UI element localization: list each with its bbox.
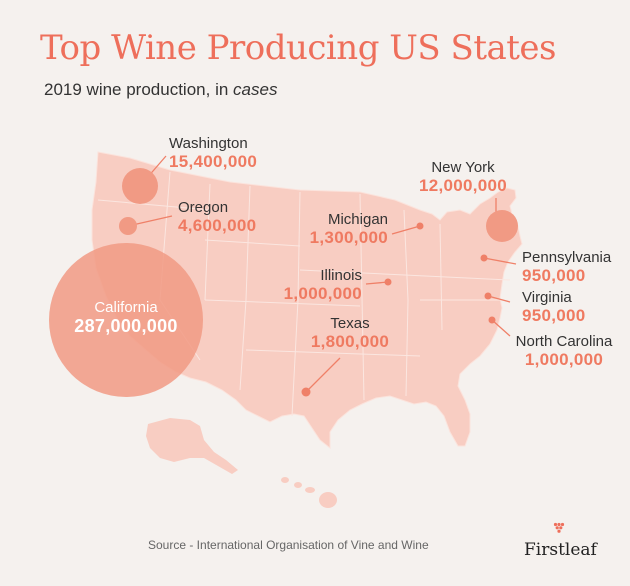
- new-york-bubble: [486, 210, 518, 242]
- page-title: Top Wine Producing US States: [40, 28, 557, 68]
- california-bubble: [49, 243, 203, 397]
- subtitle-emphasis: cases: [233, 80, 278, 99]
- grape-cluster-icon: [553, 522, 565, 533]
- oregon-bubble: [119, 217, 137, 235]
- state-name: Washington: [169, 135, 248, 152]
- us-mainland-shape: [91, 151, 523, 450]
- label-new-york: New York 12,000,000: [406, 159, 520, 195]
- brand-logo-text: Firstleaf: [524, 540, 597, 560]
- illinois-marker: [384, 278, 392, 286]
- label-oregon: Oregon 4,600,000: [178, 199, 257, 235]
- hawaii-shape: [281, 477, 337, 508]
- subtitle: 2019 wine production, in cases: [44, 80, 277, 100]
- label-california: California 287,000,000: [56, 299, 196, 336]
- label-texas: Texas 1,800,000: [296, 315, 404, 351]
- subtitle-text: 2019 wine production, in: [44, 80, 234, 99]
- state-bubbles: [49, 168, 518, 397]
- state-name: Illinois: [320, 267, 362, 284]
- label-virginia: Virginia 950,000: [522, 289, 586, 325]
- state-value: 950,000: [522, 265, 586, 285]
- label-north-carolina: North Carolina 1,000,000: [508, 333, 620, 369]
- label-michigan: Michigan 1,300,000: [286, 211, 388, 247]
- source-note: Source - International Organisation of V…: [148, 538, 429, 552]
- state-value: 15,400,000: [169, 151, 258, 171]
- state-value: 4,600,000: [178, 215, 257, 235]
- virginia-marker: [484, 292, 492, 300]
- state-name: California: [94, 299, 158, 316]
- state-name: Virginia: [522, 289, 572, 306]
- texas-marker: [301, 387, 311, 397]
- pennsylvania-marker: [480, 254, 488, 262]
- state-value: 1,300,000: [309, 227, 388, 247]
- label-washington: Washington 15,400,000: [169, 135, 258, 171]
- washington-bubble: [122, 168, 158, 204]
- state-value: 950,000: [522, 305, 586, 325]
- north-carolina-marker: [488, 316, 496, 324]
- alaska-shape: [146, 418, 238, 474]
- state-name: Michigan: [327, 211, 388, 228]
- michigan-marker: [416, 222, 424, 230]
- state-name: Texas: [330, 315, 370, 332]
- state-value: 1,000,000: [283, 283, 362, 303]
- state-name: Oregon: [178, 199, 229, 216]
- label-pennsylvania: Pennsylvania 950,000: [522, 249, 612, 285]
- state-value: 1,000,000: [524, 349, 604, 369]
- label-illinois: Illinois 1,000,000: [262, 267, 362, 303]
- state-value: 1,800,000: [310, 331, 390, 351]
- state-name: Pennsylvania: [522, 249, 612, 266]
- state-name: North Carolina: [515, 333, 613, 350]
- state-value: 287,000,000: [74, 315, 178, 336]
- state-name: New York: [431, 159, 495, 176]
- state-value: 12,000,000: [418, 175, 508, 195]
